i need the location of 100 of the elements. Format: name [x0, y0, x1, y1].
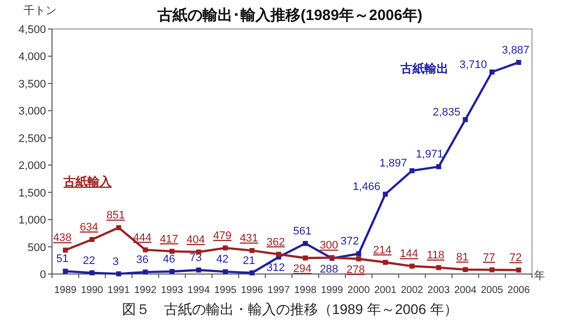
x-tick-label: 1998: [294, 285, 317, 296]
point: [222, 245, 228, 250]
y-tick-label: 3,500: [18, 78, 46, 90]
data-label: 634: [80, 221, 98, 234]
data-label: 36: [136, 254, 148, 266]
data-label: 312: [266, 262, 285, 274]
x-tick-label: 1989: [54, 285, 77, 296]
y-tick-label: 2,000: [18, 160, 46, 172]
data-label: 51: [56, 253, 68, 266]
x-tick-label: 1994: [188, 285, 210, 296]
data-label: 444: [133, 232, 152, 244]
point: [196, 268, 202, 273]
point: [142, 247, 148, 252]
data-label: 21: [242, 254, 256, 267]
point: [276, 252, 282, 257]
point: [462, 267, 468, 272]
x-tick-label: 2000: [348, 285, 370, 296]
x-tick-label: 1990: [80, 285, 104, 296]
point: [516, 268, 522, 273]
y-tick-label: 4,500: [18, 24, 46, 36]
point: [62, 268, 68, 274]
x-tick-label: 2003: [428, 285, 450, 296]
data-label: 294: [293, 262, 312, 275]
x-tick-label: 2001: [374, 285, 397, 296]
data-label: 851: [106, 210, 125, 222]
x-tick-label: 2004: [454, 285, 477, 296]
data-label: 438: [53, 232, 72, 244]
data-label: 561: [293, 225, 312, 238]
data-label: 1,897: [379, 158, 407, 170]
point: [90, 270, 94, 276]
data-label: 362: [266, 236, 285, 248]
x-tick-label: 1993: [160, 285, 184, 296]
data-label: 288: [320, 263, 338, 276]
point: [436, 265, 442, 270]
data-label: 2,835: [432, 106, 460, 119]
x-tick-label: 2006: [508, 285, 530, 296]
point: [436, 164, 442, 170]
y-tick-label: 1,500: [18, 187, 46, 200]
point: [170, 248, 174, 254]
x-tick-label: 1997: [268, 285, 290, 296]
data-label: 417: [160, 233, 178, 246]
data-label: 42: [216, 254, 228, 266]
point: [62, 248, 68, 253]
data-label: 214: [373, 244, 392, 256]
point: [410, 168, 414, 174]
y-tick-label: 3,000: [18, 106, 46, 118]
data-label: 3,710: [459, 59, 487, 72]
data-label: 81: [456, 252, 468, 264]
data-label: 300: [320, 240, 338, 252]
data-label: 1,466: [352, 181, 380, 194]
data-label: 118: [426, 250, 444, 262]
point: [116, 271, 122, 276]
point: [250, 248, 254, 254]
y-tick-label: 0: [40, 269, 46, 281]
point: [302, 255, 308, 260]
x-tick-label: 2005: [480, 285, 504, 296]
point: [356, 256, 362, 262]
point: [302, 240, 308, 246]
point: [116, 225, 122, 230]
point: [250, 270, 254, 276]
data-label: 3: [112, 256, 119, 268]
y-tick-label: 500: [28, 242, 46, 254]
x-tick-label: 1991: [108, 285, 130, 296]
data-label: 1,971: [416, 148, 444, 161]
x-tick-label: 1999: [320, 285, 344, 296]
data-label: 46: [162, 253, 176, 266]
point: [516, 60, 522, 65]
point: [90, 236, 94, 242]
text: 古紙輸入: [64, 174, 112, 189]
chart-title: 古紙の輸出･輸入推移(1989年～2006年): [156, 7, 422, 24]
caption: 図５ 古紙の輸出・輸入の推移（1989 年～2006 年）: [122, 301, 458, 317]
data-label: 72: [510, 252, 522, 264]
data-label: 431: [240, 232, 258, 245]
y-axis-title: 千トン: [24, 4, 56, 17]
point: [382, 260, 388, 265]
y-tick-label: 4,000: [18, 51, 46, 64]
data-label: 479: [213, 230, 232, 242]
point: [382, 192, 388, 197]
data-label: 22: [82, 254, 96, 267]
data-label: 278: [346, 264, 365, 276]
point: [410, 264, 414, 269]
point: [170, 268, 174, 274]
point: [490, 267, 494, 272]
data-label: 144: [400, 248, 418, 260]
x-axis-title: 年: [534, 270, 545, 282]
data-label: 3,887: [502, 44, 530, 56]
x-tick-label: 1995: [214, 285, 237, 296]
point: [142, 270, 148, 275]
point: [490, 70, 494, 75]
point: [222, 269, 228, 274]
point: [462, 117, 468, 122]
x-tick-label: 2002: [400, 285, 424, 296]
data-label: 77: [482, 252, 496, 264]
text: 古紙輸出: [400, 61, 449, 76]
y-tick-label: 2,500: [18, 132, 46, 145]
y-tick-label: 1,000: [18, 214, 46, 227]
x-tick-label: 1992: [134, 285, 157, 296]
data-label: 404: [186, 234, 205, 246]
x-tick-label: 1996: [240, 285, 264, 296]
data-label: 372: [340, 236, 359, 248]
